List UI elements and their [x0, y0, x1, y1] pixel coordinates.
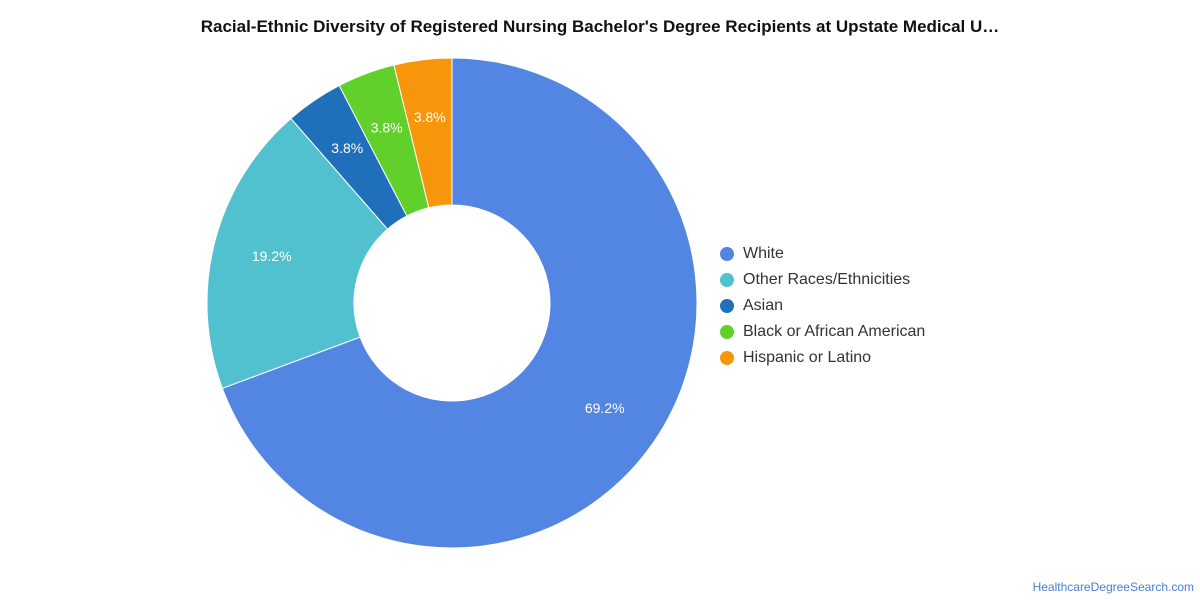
legend-label: Black or African American — [743, 323, 926, 340]
legend-swatch-other-races — [720, 273, 734, 287]
legend-item-white[interactable]: White — [720, 241, 925, 267]
legend-item-black[interactable]: Black or African American — [720, 319, 925, 345]
legend-item-asian[interactable]: Asian — [720, 293, 925, 319]
donut-slice-hispanic-or-latino[interactable] — [393, 57, 453, 209]
legend-item-hispanic[interactable]: Hispanic or Latino — [720, 345, 925, 371]
chart-title: Racial-Ethnic Diversity of Registered Nu… — [200, 17, 1000, 36]
chart-legend: White Other Races/Ethnicities Asian Blac… — [720, 241, 925, 371]
legend-item-other-races[interactable]: Other Races/Ethnicities — [720, 267, 925, 293]
legend-swatch-white — [720, 247, 734, 261]
slice-data-label: 69.2% — [585, 400, 625, 416]
source-link[interactable]: HealthcareDegreeSearch.com — [1032, 580, 1194, 594]
slice-data-label: 3.8% — [331, 140, 363, 156]
legend-label: Hispanic or Latino — [743, 349, 872, 366]
legend-swatch-hispanic — [720, 351, 734, 365]
legend-swatch-black — [720, 325, 734, 339]
slice-data-label: 3.8% — [414, 109, 446, 125]
legend-label: Other Races/Ethnicities — [743, 271, 911, 288]
donut-slice-other-races-ethnicities[interactable] — [206, 117, 389, 389]
legend-swatch-asian — [720, 299, 734, 313]
slice-data-label: 3.8% — [371, 120, 403, 136]
donut-slice-white[interactable] — [221, 57, 698, 549]
legend-label: Asian — [743, 297, 784, 314]
slice-data-label: 19.2% — [252, 248, 292, 264]
legend-label: White — [743, 245, 784, 262]
